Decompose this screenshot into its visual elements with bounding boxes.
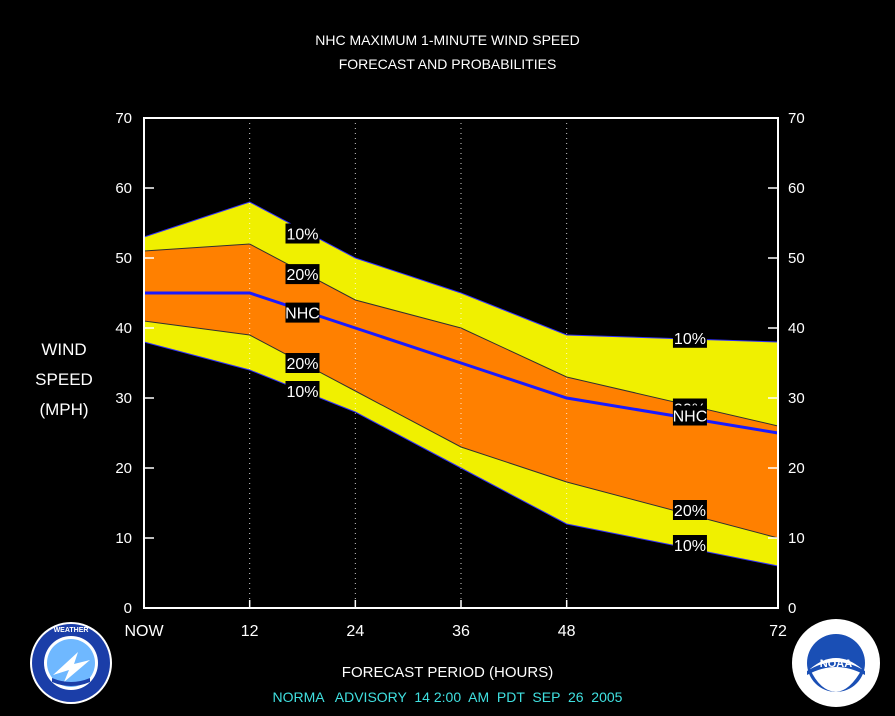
line-lower-20	[143, 320, 779, 539]
x-tick-label: 24	[346, 623, 364, 640]
chart-title-line2: FORECAST AND PROBABILITIES	[338, 56, 557, 72]
svg-text:WEATHER: WEATHER	[54, 627, 89, 634]
annotation-box	[672, 500, 707, 520]
y-axis-label-line1: WIND	[41, 340, 87, 359]
nws-logo-icon: WEATHER	[30, 622, 112, 704]
annotation-box	[672, 327, 707, 348]
annotation-label: NHC	[285, 306, 320, 323]
annotation-label: 20%	[674, 503, 706, 520]
noaa-logo-icon: NOAA	[792, 619, 880, 707]
y-tick-label-right: 70	[788, 110, 805, 127]
y-tick-label-right: 60	[788, 180, 805, 197]
x-tick-label: 48	[558, 623, 576, 640]
y-tick-label-left: 50	[115, 250, 132, 267]
annotation-label: NHC	[673, 409, 708, 426]
annotation-label: 10%	[674, 538, 706, 555]
annotation-box	[285, 302, 320, 323]
annotation-box	[285, 264, 320, 285]
annotation-label: 20%	[286, 356, 318, 373]
y-tick-label-left: 0	[124, 600, 132, 617]
y-tick-label-right: 40	[788, 320, 805, 337]
y-tick-label-left: 20	[115, 460, 132, 477]
x-tick-label: 72	[769, 623, 787, 640]
y-axis-label-line2: SPEED	[35, 370, 93, 389]
x-tick-label: 36	[452, 623, 470, 640]
annotation-box	[672, 405, 707, 426]
annotation-label: 10%	[286, 227, 318, 244]
annotation-label: 10%	[286, 384, 318, 401]
y-tick-label-right: 10	[788, 530, 805, 547]
y-tick-label-right: 0	[788, 600, 796, 617]
line-upper-10	[143, 201, 779, 343]
line-nhc-forecast	[144, 291, 779, 435]
y-tick-label-left: 10	[115, 530, 132, 547]
svg-text:NOAA: NOAA	[820, 658, 852, 670]
annotation-box	[672, 535, 707, 555]
y-tick-label-left: 30	[115, 390, 132, 407]
y-tick-label-left: 40	[115, 320, 132, 337]
y-tick-label-right: 50	[788, 250, 805, 267]
annotation-box	[285, 223, 320, 244]
line-upper-20	[143, 243, 779, 427]
y-axis-label-line3: (MPH)	[39, 400, 89, 419]
chart-title-line1: NHC MAXIMUM 1-MINUTE WIND SPEED	[315, 32, 580, 48]
advisory-line: NORMA ADVISORY 14 2:00 AM PDT SEP 26 200…	[272, 689, 623, 705]
line-lower-10	[143, 341, 779, 567]
annotation-label: 10%	[674, 331, 706, 348]
x-tick-label: NOW	[124, 623, 164, 640]
x-axis-label: FORECAST PERIOD (HOURS)	[341, 664, 554, 681]
y-tick-label-left: 70	[115, 110, 132, 127]
x-tick-label: 12	[241, 623, 259, 640]
y-tick-label-left: 60	[115, 180, 132, 197]
y-tick-label-right: 30	[788, 390, 805, 407]
annotation-label: 20%	[286, 267, 318, 284]
annotation-box	[285, 381, 320, 401]
y-tick-label-right: 20	[788, 460, 805, 477]
annotation-box	[285, 353, 320, 373]
